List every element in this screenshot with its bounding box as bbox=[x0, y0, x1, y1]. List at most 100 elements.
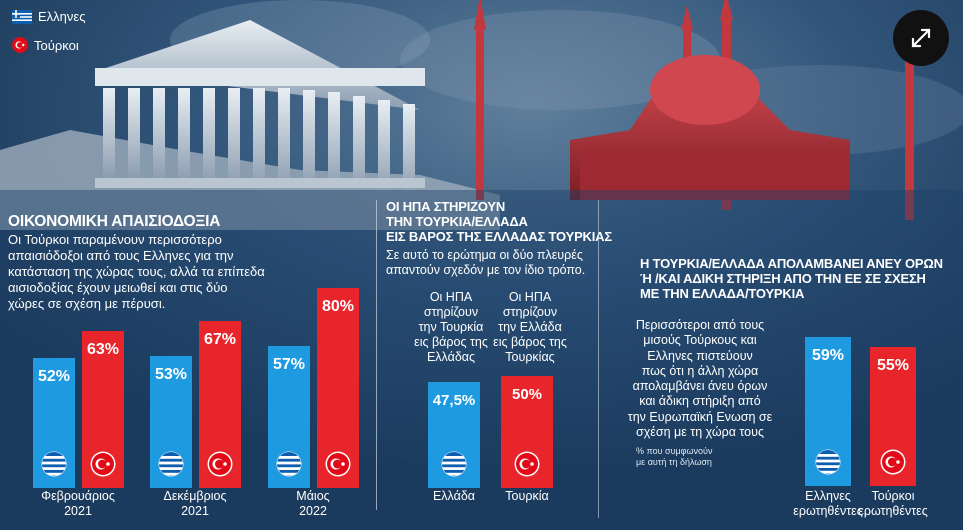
category-label-line: 2021 bbox=[181, 504, 209, 518]
section1-body-line: αισιοδοξίας έχουν μειωθεί και στις δύο bbox=[8, 280, 228, 295]
bar-value-label: 47,5% bbox=[432, 391, 476, 409]
greek-flag-icon bbox=[12, 9, 32, 24]
section2-body: Σε αυτό το ερώτημα οι δύο πλευρές απαντο… bbox=[386, 248, 585, 278]
category-label-line: 2022 bbox=[299, 504, 327, 518]
section3-body-line: την Ευρωπαϊκή Ενωση σε bbox=[627, 409, 773, 424]
bar-value-label: 63% bbox=[86, 340, 120, 358]
greece-caption-line: την Τουρκία bbox=[418, 320, 484, 334]
bar-greece: 47,5% bbox=[428, 381, 480, 488]
turkish-flag-icon bbox=[514, 451, 540, 482]
section3-body: Περισσότεροι από τους μισούς Τούρκους κα… bbox=[614, 318, 786, 440]
category-label: Τούρκοι ερωτηθέντες bbox=[848, 489, 938, 519]
bar-turkey: 50% bbox=[501, 376, 553, 488]
greek-flag-icon bbox=[441, 451, 467, 482]
bar-value-label: 50% bbox=[511, 386, 543, 403]
legend-turks: Τούρκοι bbox=[12, 37, 79, 53]
section2-title-line: ΤΗΝ ΤΟΥΡΚΙΑ/ΕΛΛΑΔΑ bbox=[386, 214, 528, 229]
section2-title-line: ΟΙ ΗΠΑ ΣΤΗΡΙΖΟΥΝ bbox=[386, 199, 506, 214]
bar-greek-respondents: 59% bbox=[805, 336, 851, 486]
turkish-flag-icon bbox=[12, 37, 28, 53]
section3-title-line: ΜΕ ΤΗΝ ΕΛΛΑΔΑ/ΤΟΥΡΚΙΑ bbox=[640, 286, 805, 301]
greece-caption-line: εις βάρος της bbox=[414, 335, 488, 349]
turkey-caption-line: την Ελλάδα bbox=[498, 320, 562, 334]
turkey-caption-line: Οι ΗΠΑ bbox=[508, 290, 552, 304]
section3-body-line: πως ότι η άλλη χώρα bbox=[641, 363, 759, 378]
section3-body-line: και άδικη στήριξη από bbox=[639, 394, 761, 409]
category-label: Μάιος 2022 bbox=[258, 489, 368, 519]
turkey-caption-line: Τουρκίας bbox=[505, 350, 555, 364]
category-label-line: ερωτηθέντες bbox=[858, 504, 928, 518]
greek-flag-icon bbox=[158, 451, 184, 482]
greek-flag-icon bbox=[815, 449, 841, 480]
bar-value-label: 53% bbox=[154, 365, 188, 383]
greece-caption-line: Ελλάδας bbox=[426, 350, 476, 364]
section2-title: ΟΙ ΗΠΑ ΣΤΗΡΙΖΟΥΝ ΤΗΝ ΤΟΥΡΚΙΑ/ΕΛΛΑΔΑ ΕΙΣ … bbox=[386, 199, 612, 244]
bar-value-label: 57% bbox=[272, 355, 306, 373]
section1-body-line: Οι Τούρκοι παραμένουν περισσότερο bbox=[8, 232, 222, 247]
category-label-line: Ελλάδα bbox=[432, 489, 476, 503]
expand-icon bbox=[911, 28, 931, 48]
greece-caption-line: Οι ΗΠΑ bbox=[429, 290, 473, 304]
category-label: Τουρκία bbox=[482, 489, 572, 504]
turkey-caption-line: εις βάρος της bbox=[493, 335, 567, 349]
section3-body-line: μισούς Τούρκους και bbox=[643, 333, 757, 348]
section-divider bbox=[376, 200, 377, 510]
section1-title: ΟΙΚΟΝΟΜΙΚΗ ΑΠΑΙΣΙΟΔΟΞΙΑ bbox=[8, 213, 221, 230]
bar-turks: 67% bbox=[199, 320, 241, 488]
section3-body-line: απολαμβάνει άνευ όρων bbox=[632, 379, 768, 394]
category-label: Ελλάδα bbox=[409, 489, 499, 504]
category-label-line: Τούρκοι bbox=[871, 489, 915, 503]
greek-flag-icon bbox=[276, 451, 302, 482]
section1-body-line: κατάσταση της χώρας τους, αλλά τα επίπεδ… bbox=[8, 264, 265, 279]
category-label-line: 2021 bbox=[64, 504, 92, 518]
legend-turks-label: Τούρκοι bbox=[34, 37, 79, 53]
turkish-flag-icon bbox=[325, 451, 351, 482]
section3-title-line: Η ΤΟΥΡΚΙΑ/ΕΛΛΑΔΑ ΑΠΟΛΑΜΒΑΝΕΙ ΑΝΕΥ ΟΡΩΝ bbox=[640, 256, 943, 271]
section3-body-line: Περισσότεροι από τους bbox=[635, 318, 765, 332]
section3-note-line: % που συμφωνούν bbox=[636, 446, 713, 456]
parthenon-illustration bbox=[0, 20, 500, 230]
section2-body-line: απαντούν σχεδόν με τον ίδιο τρόπο. bbox=[386, 263, 586, 277]
turkey-caption: Οι ΗΠΑ στηρίζουν την Ελλάδα εις βάρος τη… bbox=[486, 290, 574, 365]
section2-title-line: ΕΙΣ ΒΑΡΟΣ ΤΗΣ ΕΛΛΑΔΑΣ ΤΟΥΡΚΙΑΣ bbox=[386, 229, 612, 244]
category-label: Ελληνες ερωτηθέντες bbox=[783, 489, 873, 519]
section3-note: % που συμφωνούν με αυτή τη δήλωση bbox=[636, 446, 712, 468]
greece-caption-line: στηρίζουν bbox=[423, 305, 479, 319]
bar-greeks: 53% bbox=[150, 355, 192, 488]
turkey-caption-line: στηρίζουν bbox=[502, 305, 558, 319]
category-label-line: Δεκέμβριος bbox=[163, 489, 227, 503]
section-divider bbox=[598, 200, 599, 518]
bar-greeks: 57% bbox=[268, 345, 310, 488]
turkish-flag-icon bbox=[90, 451, 116, 482]
expand-button[interactable] bbox=[893, 10, 949, 66]
section2-body-line: Σε αυτό το ερώτημα οι δύο πλευρές bbox=[386, 248, 583, 262]
bar-turks: 80% bbox=[317, 288, 359, 488]
legend-greeks: Ελληνες bbox=[12, 9, 85, 24]
section1-body-line: απαισιόδοξοι από τους Ελληνες για την bbox=[8, 248, 234, 263]
section1-body: Οι Τούρκοι παραμένουν περισσότερο απαισι… bbox=[8, 232, 265, 312]
bar-turks: 63% bbox=[82, 330, 124, 488]
section3-body-line: Ελληνες πιστεύουν bbox=[647, 348, 753, 363]
section2-panel bbox=[376, 192, 598, 522]
legend-greeks-label: Ελληνες bbox=[38, 9, 86, 24]
category-label: Φεβρουάριος 2021 bbox=[23, 489, 133, 519]
bar-value-label: 67% bbox=[203, 330, 237, 348]
section3-title: Η ΤΟΥΡΚΙΑ/ΕΛΛΑΔΑ ΑΠΟΛΑΜΒΑΝΕΙ ΑΝΕΥ ΟΡΩΝ Ή… bbox=[640, 256, 943, 301]
bar-value-label: 59% bbox=[811, 346, 845, 364]
bar-value-label: 80% bbox=[321, 298, 355, 315]
turkish-flag-icon bbox=[880, 449, 906, 480]
category-label-line: ερωτηθέντες bbox=[793, 504, 863, 518]
section3-body-line: σχέση με τη χώρα τους bbox=[636, 425, 764, 440]
bar-value-label: 52% bbox=[37, 368, 71, 385]
greek-flag-icon bbox=[41, 451, 67, 482]
category-label: Δεκέμβριος 2021 bbox=[140, 489, 250, 519]
section3-title-line: Ή /ΚΑΙ ΑΔΙΚΗ ΣΤΗΡΙΞΗ ΑΠΟ ΤΗΝ ΕΕ ΣΕ ΣΧΕΣΗ bbox=[640, 271, 926, 286]
bar-greeks: 52% bbox=[33, 358, 75, 488]
category-label-line: Ελληνες bbox=[805, 489, 851, 503]
section1-body-line: χώρες σε σχέση με πέρυσι. bbox=[8, 296, 166, 311]
category-label-line: Τουρκία bbox=[505, 489, 549, 503]
turkish-flag-icon bbox=[207, 451, 233, 482]
